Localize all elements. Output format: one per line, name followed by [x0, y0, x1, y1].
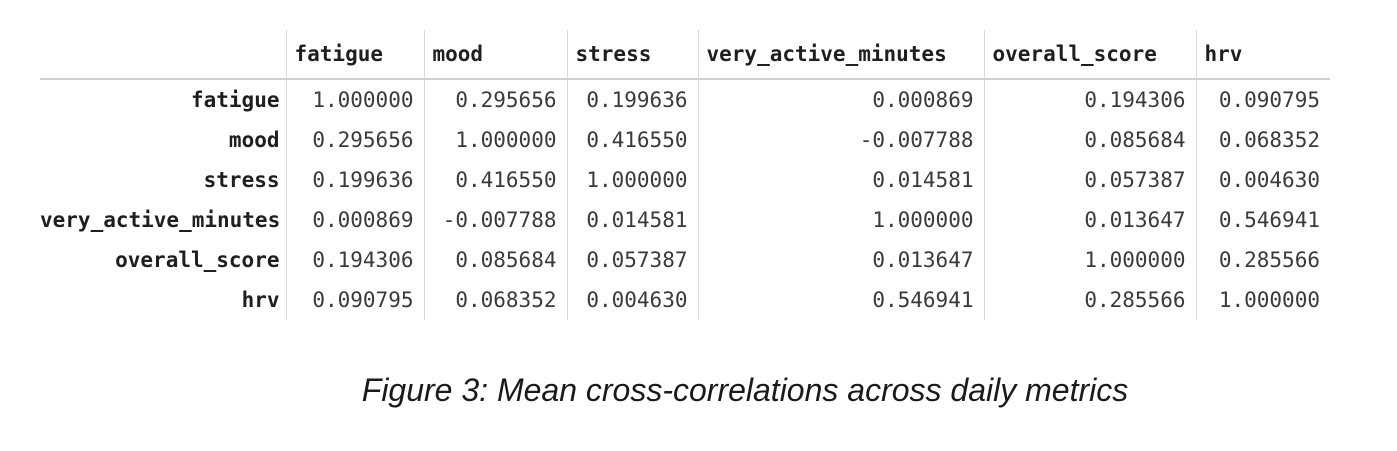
- column-header: hrv: [1195, 30, 1330, 80]
- table-cell: 0.068352: [423, 280, 567, 320]
- table-cell: 0.000869: [312, 208, 414, 232]
- table-row: overall_score 0.194306 0.085684 0.057387…: [40, 240, 1330, 280]
- table-cell: 0.014581: [697, 160, 984, 200]
- row-header: hrv: [40, 280, 287, 320]
- table-row: hrv 0.090795 0.068352 0.004630 0.546941 …: [40, 280, 1330, 320]
- table-cell: 1.000000: [566, 160, 698, 200]
- column-header: fatigue: [285, 30, 424, 80]
- table-cell: 0.194306: [312, 248, 414, 272]
- table-cell: 0.013647: [697, 240, 984, 280]
- table-cell: -0.007788: [697, 120, 984, 160]
- table-cell: 1.000000: [423, 120, 567, 160]
- table-cell: 0.090795: [312, 288, 414, 312]
- column-header: mood: [423, 30, 567, 80]
- table-cell: 1.000000: [697, 200, 984, 240]
- table-cell: 0.199636: [312, 168, 414, 192]
- table-cell: 0.057387: [983, 160, 1196, 200]
- row-header: very_active_minutes: [40, 200, 287, 240]
- table-cell: 0.004630: [1195, 160, 1330, 200]
- table-cell: 0.546941: [1195, 200, 1330, 240]
- table-cell: 0.057387: [566, 240, 698, 280]
- table-cell: 0.000869: [697, 79, 984, 120]
- table-cell: 0.090795: [1195, 79, 1330, 120]
- table-cell: 0.285566: [983, 280, 1196, 320]
- row-header: stress: [40, 160, 287, 200]
- header-row: fatigue mood stress very_active_minutes …: [40, 30, 1330, 80]
- table-cell: 0.295656: [423, 79, 567, 120]
- column-header: stress: [566, 30, 698, 80]
- corner-cell: [40, 30, 286, 80]
- table-cell: 0.295656: [312, 128, 414, 152]
- table-cell: 0.416550: [423, 160, 567, 200]
- row-header: fatigue: [40, 79, 287, 120]
- column-header: overall_score: [983, 30, 1196, 80]
- table-cell: 0.004630: [566, 280, 698, 320]
- table-row: mood 0.295656 1.000000 0.416550 -0.00778…: [40, 120, 1330, 160]
- table-cell: 0.013647: [983, 200, 1196, 240]
- correlation-table: fatigue mood stress very_active_minutes …: [40, 30, 1330, 320]
- table-cell: 1.000000: [312, 88, 414, 112]
- table-cell: 1.000000: [983, 240, 1196, 280]
- table-cell: 0.014581: [566, 200, 698, 240]
- row-header: overall_score: [40, 240, 287, 280]
- correlation-table-container: fatigue mood stress very_active_minutes …: [40, 30, 1330, 320]
- table-cell: -0.007788: [423, 200, 567, 240]
- table-cell: 0.194306: [983, 79, 1196, 120]
- table-cell: 0.416550: [566, 120, 698, 160]
- table-cell: 1.000000: [1195, 280, 1330, 320]
- table-row: fatigue 1.000000 0.295656 0.199636 0.000…: [40, 79, 1330, 120]
- table-cell: 0.199636: [566, 79, 698, 120]
- row-header: mood: [40, 120, 287, 160]
- table-row: stress 0.199636 0.416550 1.000000 0.0145…: [40, 160, 1330, 200]
- table-row: very_active_minutes 0.000869 -0.007788 0…: [40, 200, 1330, 240]
- table-cell: 0.068352: [1195, 120, 1330, 160]
- table-cell: 0.085684: [423, 240, 567, 280]
- column-header: very_active_minutes: [697, 30, 984, 80]
- figure-caption: Figure 3: Mean cross-correlations across…: [361, 372, 1129, 408]
- table-cell: 0.546941: [697, 280, 984, 320]
- table-cell: 0.085684: [983, 120, 1196, 160]
- table-cell: 0.285566: [1195, 240, 1330, 280]
